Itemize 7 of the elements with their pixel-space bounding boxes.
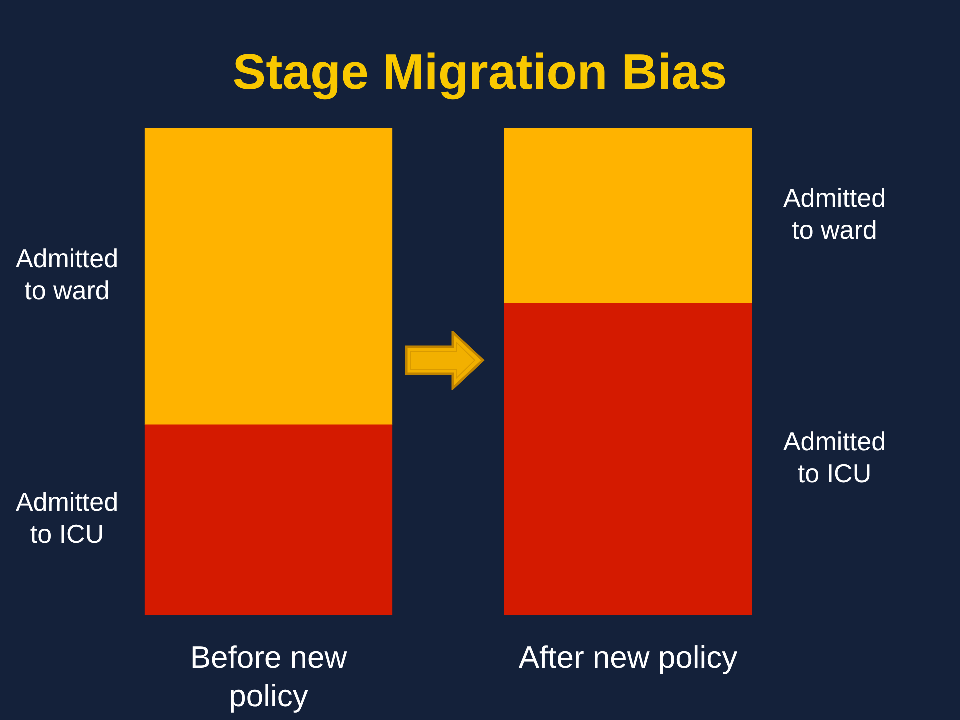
series-label: Admitted to ICU: [16, 487, 119, 550]
text: Admitted to ward: [783, 182, 886, 245]
x-tick-label: After new policy: [518, 640, 738, 675]
x-tick-label: Before new policy: [190, 640, 348, 714]
chart-title: Stage Migration Bias: [232, 43, 728, 102]
text: Admitted to ICU: [783, 426, 886, 488]
series-label: Admitted to ward: [16, 244, 119, 306]
